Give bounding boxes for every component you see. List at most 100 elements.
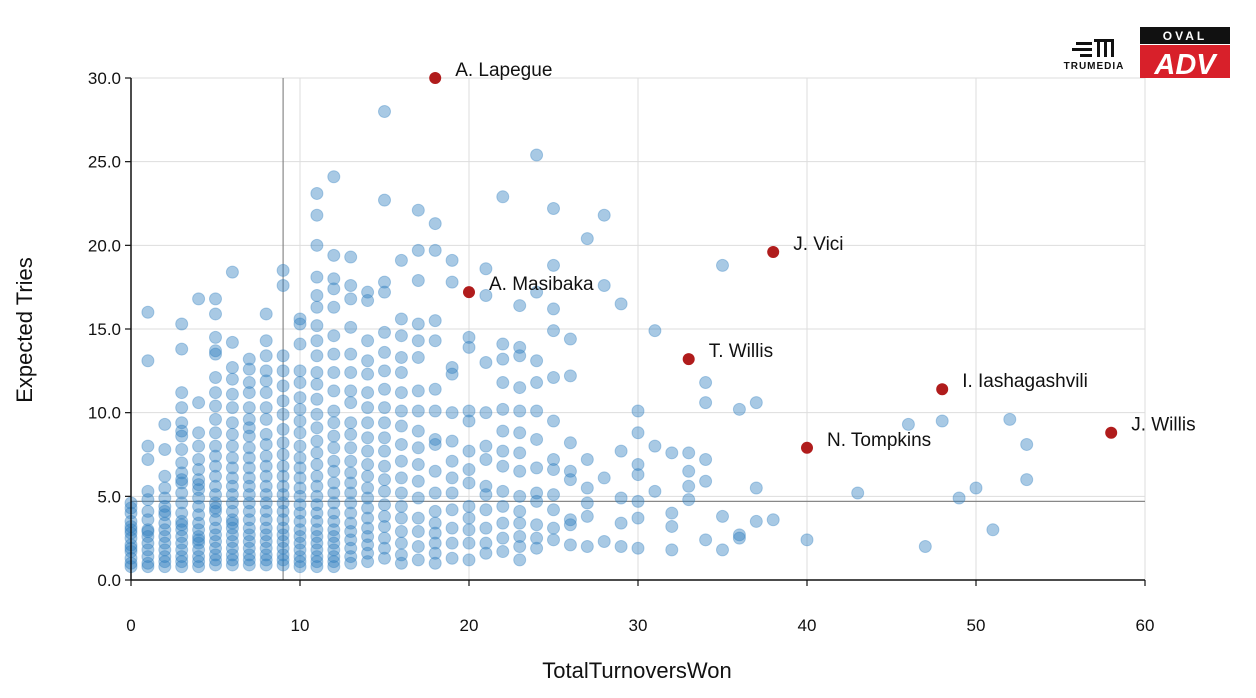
scatter-point (192, 453, 206, 467)
scatter-point (428, 404, 442, 418)
scatter-point (242, 528, 256, 542)
scatter-point (378, 551, 391, 565)
scatter-point (259, 427, 273, 441)
scatter-point (378, 473, 391, 487)
scatter-point (259, 334, 273, 348)
scatter-point (479, 503, 493, 517)
scatter-point (242, 401, 256, 415)
scatter-point (378, 444, 391, 458)
scatter-point (293, 312, 307, 326)
scatter-point (682, 446, 696, 460)
scatter-point (394, 253, 408, 267)
scatter-point (428, 516, 442, 530)
scatter-point (513, 516, 527, 530)
scatter-point (158, 543, 172, 557)
scatter-point (394, 548, 408, 562)
scatter-point (209, 488, 222, 502)
scatter-point (276, 548, 290, 562)
scatter-point (479, 546, 493, 560)
scatter-point (225, 471, 239, 485)
scatter-point (530, 376, 544, 390)
scatter-point (293, 337, 307, 351)
x-axis-title: TotalTurnoversWon (542, 658, 732, 683)
scatter-point (310, 407, 324, 421)
scatter-point (192, 396, 206, 410)
scatter-point (479, 521, 493, 535)
scatter-point (699, 533, 713, 547)
scatter-point (141, 560, 155, 574)
scatter-point (716, 509, 729, 523)
scatter-point (344, 486, 358, 500)
scatter-point (411, 424, 425, 438)
x-tick-label: 60 (1136, 616, 1155, 635)
scatter-point (310, 560, 324, 574)
scatter-point (563, 518, 577, 532)
scatter-point (445, 536, 459, 550)
scatter-point (361, 416, 375, 430)
scatter-point (547, 202, 560, 216)
scatter-point (445, 454, 459, 468)
scatter-point (141, 523, 155, 537)
scatter-point (310, 270, 324, 284)
scatter-point (344, 427, 358, 441)
scatter-point (445, 486, 459, 500)
scatter-point (293, 543, 307, 557)
scatter-point (192, 478, 206, 492)
scatter-point (749, 481, 763, 495)
scatter-point (547, 533, 560, 547)
scatter-point (276, 436, 290, 450)
scatter-point (327, 506, 341, 520)
scatter-point (732, 531, 746, 545)
scatter-point (158, 523, 172, 537)
grid (131, 77, 1146, 580)
scatter-point (631, 426, 645, 440)
scatter-point (175, 506, 189, 520)
x-tick-label: 30 (629, 616, 648, 635)
y-tick-label: 20.0 (88, 236, 121, 255)
scatter-point (259, 449, 273, 463)
scatter-point (327, 366, 341, 380)
scatter-point (327, 555, 341, 569)
scatter-point (378, 416, 391, 430)
scatter-point (428, 556, 442, 570)
scatter-point (580, 496, 594, 510)
scatter-point (225, 416, 239, 430)
scatter-point (344, 496, 358, 510)
scatter-point (259, 528, 273, 542)
scatter-point (682, 464, 696, 478)
scatter-point (563, 436, 577, 450)
scatter-point (699, 453, 713, 467)
scatter-point (496, 424, 510, 438)
scatter-point (361, 294, 375, 308)
scatter-point (428, 243, 442, 257)
scatter-point (378, 484, 391, 498)
scatter-point (259, 504, 273, 518)
scatter-point (327, 429, 341, 443)
scatter-point (411, 441, 425, 455)
x-tick-label: 20 (460, 616, 479, 635)
scatter-point (428, 217, 442, 231)
scatter-point (310, 366, 324, 380)
scatter-point (513, 446, 527, 460)
scatter-point (259, 521, 273, 535)
scatter-point (209, 330, 222, 344)
highlight-point (801, 441, 813, 454)
scatter-point (530, 404, 544, 418)
scatter-point (699, 474, 713, 488)
scatter-point (496, 459, 510, 473)
scatter-point (141, 513, 155, 527)
scatter-point (580, 481, 594, 495)
scatter-point (209, 541, 222, 555)
scatter-point (327, 282, 341, 296)
scatter-point (394, 419, 408, 433)
scatter-point (344, 278, 358, 292)
scatter-point (361, 386, 375, 400)
scatter-point (310, 349, 324, 363)
scatter-point (293, 317, 307, 331)
scatter-point (411, 458, 425, 472)
scatter-point (225, 461, 239, 475)
scatter-point (209, 504, 222, 518)
scatter-point (479, 488, 493, 502)
scatter-point (327, 543, 341, 557)
scatter-point (259, 364, 273, 378)
